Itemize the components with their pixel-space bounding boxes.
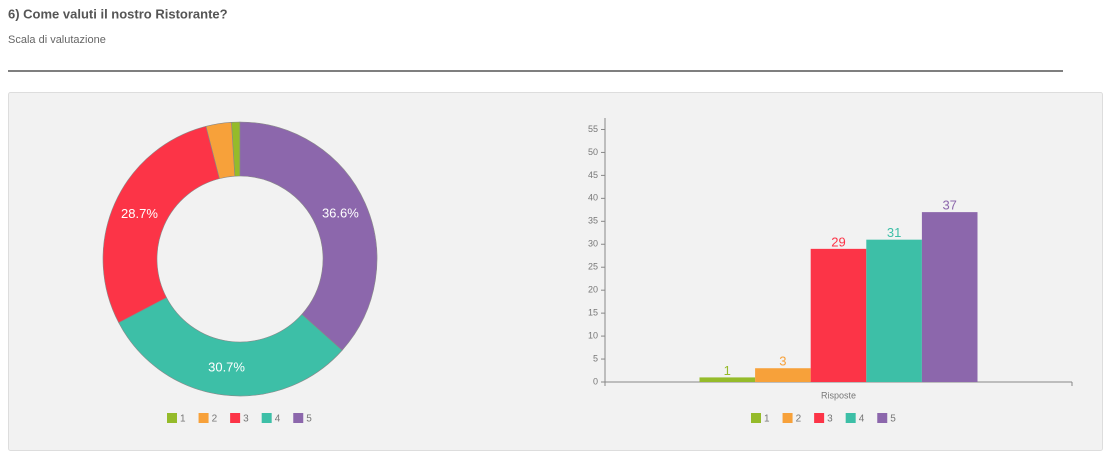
- y-tick-label: 0: [593, 376, 598, 386]
- bar: [810, 248, 867, 382]
- bar: [866, 239, 922, 382]
- legend-swatch: [877, 413, 888, 423]
- y-tick-label: 15: [588, 308, 598, 318]
- legend-label: 4: [859, 414, 865, 425]
- legend-label: 2: [212, 414, 218, 425]
- question-title: 6) Come valuti il nostro Ristorante?: [8, 6, 228, 21]
- legend-label: 2: [796, 414, 802, 425]
- y-tick-label: 10: [588, 330, 598, 340]
- question-subtitle: Scala di valutazione: [8, 34, 106, 46]
- legend-swatch: [293, 413, 304, 423]
- legend-swatch: [845, 413, 856, 423]
- slice-label: 36.6%: [322, 205, 359, 220]
- y-tick-label: 55: [588, 124, 598, 134]
- bar-value-label: 31: [887, 225, 901, 240]
- legend-label: 5: [306, 414, 312, 425]
- donut-slice: [118, 297, 343, 397]
- legend-swatch: [751, 413, 761, 423]
- y-tick-label: 35: [588, 216, 598, 226]
- y-tick-label: 5: [593, 353, 598, 363]
- bar-value-label: 3: [779, 354, 786, 369]
- donut-slice: [102, 125, 220, 324]
- x-tick-label: Risposte: [821, 390, 856, 400]
- bar-value-label: 29: [831, 234, 845, 249]
- legend-swatch: [261, 413, 272, 423]
- bar: [699, 377, 756, 382]
- slice-label: 30.7%: [208, 360, 245, 375]
- bar-value-label: 1: [724, 363, 731, 378]
- legend-swatch: [782, 413, 793, 423]
- legend-label: 3: [827, 414, 833, 425]
- legend-swatch: [198, 413, 209, 423]
- bar: [921, 212, 978, 382]
- bar: [755, 368, 811, 382]
- legend-label: 5: [890, 414, 896, 425]
- legend-swatch: [230, 413, 241, 423]
- y-tick-label: 40: [588, 193, 598, 203]
- legend-label: 4: [275, 414, 281, 425]
- legend-label: 1: [180, 414, 186, 425]
- y-tick-label: 45: [588, 170, 598, 180]
- legend-swatch: [814, 413, 825, 423]
- donut-slice: [239, 121, 378, 351]
- slice-label: 28.7%: [121, 206, 158, 221]
- y-tick-label: 20: [588, 285, 598, 295]
- legend-label: 3: [243, 414, 249, 425]
- y-tick-label: 25: [588, 262, 598, 272]
- y-tick-label: 30: [588, 239, 598, 249]
- legend-label: 1: [764, 414, 770, 425]
- bar-value-label: 37: [942, 198, 956, 213]
- y-tick-label: 50: [588, 147, 598, 157]
- legend-swatch: [167, 413, 177, 423]
